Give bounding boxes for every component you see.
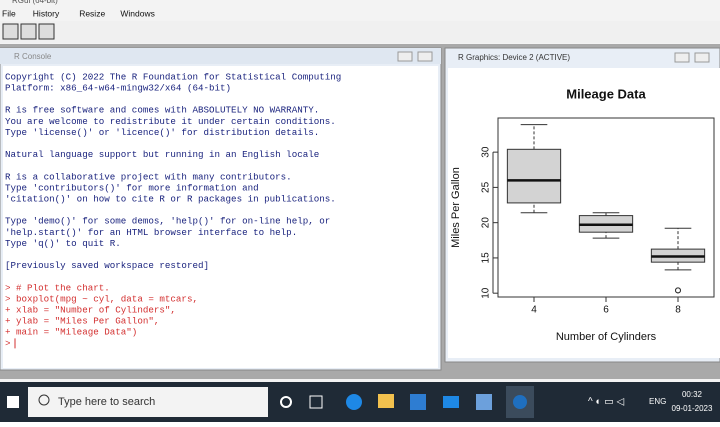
- chart-title: Mileage Data: [566, 86, 646, 101]
- console-output: 'citation()' on how to cite R or R packa…: [5, 194, 336, 205]
- language: ENG: [649, 397, 666, 406]
- outlier: [675, 287, 681, 294]
- console-body: [3, 66, 438, 368]
- console-titlebar: [0, 48, 441, 64]
- search-placeholder: Type here to search: [58, 396, 155, 408]
- toolbar-button[interactable]: [38, 23, 55, 40]
- app-title: RGui (64-bit): [12, 0, 58, 5]
- console-output: Copyright (C) 2022 The R Foundation for …: [5, 71, 341, 82]
- menu-bar: File History Resize Windows: [2, 8, 155, 18]
- x-tick-label: 8: [675, 305, 681, 316]
- console-input: + main = "Mileage Data"): [5, 327, 137, 338]
- r-icon: [513, 395, 527, 409]
- y-tick-label: 10: [481, 287, 492, 299]
- menu-item[interactable]: History: [33, 8, 60, 18]
- console-output: Platform: x86_64-w64-mingw32/x64 (64-bit…: [5, 83, 231, 94]
- console-output: R is a collaborative project with many c…: [5, 171, 292, 182]
- maximize-button[interactable]: [694, 52, 710, 63]
- app-icon[interactable]: [476, 394, 492, 410]
- y-tick-label: 20: [481, 217, 492, 229]
- menu-item[interactable]: File: [2, 8, 16, 18]
- y-tick-label: 15: [481, 252, 492, 264]
- x-tick-label: 4: [531, 305, 537, 316]
- chart: Mileage Data Number of Cylinders Miles Per…: [450, 86, 715, 343]
- search-icon: [38, 394, 50, 406]
- y-axis-label: Miles Per Gallon: [450, 167, 462, 248]
- console-output: You are welcome to redistribute it under…: [5, 116, 336, 127]
- x-tick-label: 6: [603, 305, 609, 316]
- minimize-button[interactable]: [397, 51, 413, 62]
- tray-icons: ^ ◐ ▭ ◁: [588, 397, 625, 408]
- console-output: Type 'demo()' for some demos, 'help()' f…: [5, 216, 330, 227]
- console-title: R Console: [14, 52, 52, 61]
- console-output: 'help.start()' for an HTML browser inter…: [5, 227, 297, 238]
- console-output: [Previously saved workspace restored]: [5, 260, 209, 271]
- menu-item[interactable]: Resize: [79, 8, 105, 18]
- minimize-button[interactable]: [674, 52, 690, 63]
- console-input: + xlab = "Number of Cylinders",: [5, 305, 176, 316]
- console-text: Copyright (C) 2022 The R Foundation for …: [5, 71, 341, 348]
- toolbar: [0, 21, 720, 43]
- edge-icon[interactable]: [346, 394, 362, 410]
- mail-icon[interactable]: [443, 396, 459, 408]
- console-output: Type 'q()' to quit R.: [5, 238, 121, 249]
- graphics-title: R Graphics: Device 2 (ACTIVE): [458, 53, 570, 62]
- explorer-icon[interactable]: [378, 394, 394, 408]
- box: [506, 148, 562, 204]
- clock-date: 09-01-2023: [672, 404, 713, 413]
- toolbar-button[interactable]: [20, 23, 37, 40]
- menu-item[interactable]: Windows: [120, 8, 154, 18]
- console-input: >: [5, 338, 11, 349]
- y-tick-label: 30: [481, 146, 492, 158]
- console-output: R is free software and comes with ABSOLU…: [5, 105, 319, 116]
- console-input: > # Plot the chart.: [5, 282, 110, 293]
- console-input: > boxplot(mpg ~ cyl, data = mtcars,: [5, 293, 198, 304]
- y-tick-label: 25: [481, 181, 492, 193]
- console-input: + ylab = "Miles Per Gallon",: [5, 316, 159, 327]
- search-box[interactable]: [28, 387, 268, 417]
- console-output: Natural language support but running in …: [5, 149, 319, 160]
- start-button[interactable]: [7, 396, 19, 408]
- maximize-button[interactable]: [417, 51, 433, 62]
- task-view-icon[interactable]: [309, 395, 323, 409]
- store-icon[interactable]: [410, 394, 426, 410]
- console-output: Type 'license()' or 'licence()' for dist…: [5, 127, 319, 138]
- toolbar-button[interactable]: [2, 23, 19, 40]
- clock-time: 00:32: [682, 390, 703, 399]
- cortana-icon[interactable]: [280, 396, 292, 408]
- x-axis-label: Number of Cylinders: [556, 331, 657, 343]
- console-output: Type 'contributors()' for more informati…: [5, 182, 259, 193]
